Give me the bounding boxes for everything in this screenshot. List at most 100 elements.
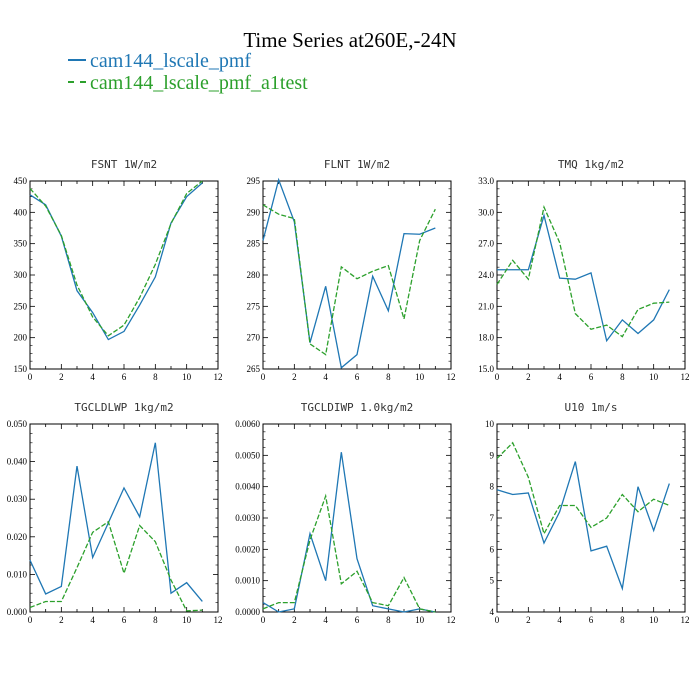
panel-2: FLNT 1W/m2 0 2 4 6 8 10 12 265 270 275 280 285 290 295 [247, 158, 456, 382]
y-tick-label: 27.0 [478, 239, 494, 249]
y-tick-label: 0.050 [7, 419, 28, 429]
x-tick-label: 12 [214, 615, 223, 625]
y-tick-label: 270 [247, 333, 261, 343]
y-tick-label: 280 [247, 270, 261, 280]
y-tick-label: 9 [490, 450, 495, 460]
legend-item-series-2: cam144_lscale_pmf_a1test [68, 72, 308, 94]
y-tick-label: 15.0 [478, 364, 494, 374]
legend-label-series-2: cam144_lscale_pmf_a1test [90, 72, 308, 94]
y-tick-label: 8 [490, 482, 495, 492]
y-tick-label: 400 [14, 207, 28, 217]
x-tick-label: 4 [557, 372, 562, 382]
series-line-2 [262, 493, 436, 613]
y-tick-label: 450 [14, 176, 28, 186]
x-tick-label: 6 [122, 615, 127, 625]
x-tick-label: 8 [620, 372, 625, 382]
legend-swatch-series-2 [68, 81, 86, 83]
x-tick-label: 2 [59, 372, 64, 382]
series-line-1 [496, 461, 670, 592]
panel-title: TGCLDIWP 1.0kg/m2 [301, 401, 414, 414]
x-tick-label: 12 [447, 372, 456, 382]
y-tick-label: 275 [247, 301, 261, 311]
y-tick-label: 0.0010 [235, 576, 260, 586]
x-tick-label: 0 [261, 372, 266, 382]
x-tick-label: 10 [182, 372, 192, 382]
legend-item-series-1: cam144_lscale_pmf [68, 50, 308, 72]
legend: cam144_lscale_pmf cam144_lscale_pmf_a1te… [68, 50, 308, 94]
y-tick-label: 10 [485, 419, 495, 429]
x-tick-label: 2 [526, 372, 531, 382]
y-tick-label: 0.030 [7, 494, 28, 504]
y-tick-label: 6 [490, 544, 495, 554]
x-tick-label: 12 [681, 372, 690, 382]
series-line-1 [262, 177, 436, 369]
panel-3: TMQ 1kg/m2 0 2 4 6 8 10 12 15.0 18.0 21.0 24.0 27.0 3… [478, 158, 689, 382]
x-tick-label: 2 [526, 615, 531, 625]
x-tick-label: 4 [323, 372, 328, 382]
y-tick-label: 0.0050 [235, 450, 260, 460]
panel-title: FSNT 1W/m2 [91, 158, 157, 171]
x-tick-label: 0 [495, 372, 500, 382]
y-tick-label: 21.0 [478, 301, 494, 311]
x-tick-label: 0 [495, 615, 500, 625]
y-tick-label: 285 [247, 239, 261, 249]
y-tick-label: 30.0 [478, 207, 494, 217]
series-line-2 [262, 204, 436, 356]
series-line-1 [29, 182, 203, 341]
panel-title: TGCLDLWP 1kg/m2 [74, 401, 173, 414]
x-tick-label: 12 [447, 615, 456, 625]
y-tick-label: 250 [14, 301, 28, 311]
x-tick-label: 10 [649, 372, 659, 382]
x-tick-label: 10 [649, 615, 659, 625]
x-tick-label: 0 [261, 615, 266, 625]
series-line-2 [29, 180, 203, 337]
y-tick-label: 200 [14, 333, 28, 343]
y-tick-label: 7 [490, 513, 495, 523]
x-tick-label: 10 [182, 615, 192, 625]
x-tick-label: 0 [28, 615, 33, 625]
series-line-2 [496, 205, 670, 338]
x-tick-label: 8 [153, 372, 158, 382]
series-line-2 [496, 441, 670, 536]
x-tick-label: 2 [292, 372, 297, 382]
x-tick-label: 8 [153, 615, 158, 625]
x-tick-label: 6 [355, 372, 360, 382]
figure-title: Time Series at260E,-24N [243, 28, 457, 52]
y-tick-label: 0.020 [7, 532, 28, 542]
plot-frame [29, 180, 219, 370]
x-tick-label: 6 [589, 372, 594, 382]
y-tick-label: 0.0030 [235, 513, 260, 523]
panel-1: FSNT 1W/m2 0 2 4 6 8 10 12 150 200 250 300 350 400 450 [14, 158, 223, 382]
x-tick-label: 4 [557, 615, 562, 625]
plot-frame [262, 180, 452, 370]
panel-title: FLNT 1W/m2 [324, 158, 390, 171]
y-tick-label: 0.040 [7, 457, 28, 467]
legend-label-series-1: cam144_lscale_pmf [90, 50, 252, 72]
plot-frame [496, 423, 686, 613]
x-tick-label: 12 [214, 372, 223, 382]
y-tick-label: 0.000 [7, 607, 28, 617]
panel-4: TGCLDLWP 1kg/m2 0 2 4 6 8 10 12 0.000 0.010 0.020 0… [7, 401, 223, 625]
y-tick-label: 0.0040 [235, 482, 260, 492]
plot-frame [29, 423, 219, 613]
y-tick-label: 290 [247, 207, 261, 217]
x-tick-label: 4 [323, 615, 328, 625]
y-tick-label: 0.010 [7, 569, 28, 579]
y-tick-label: 33.0 [478, 176, 494, 186]
x-tick-label: 8 [386, 615, 391, 625]
panel-title: TMQ 1kg/m2 [558, 158, 624, 171]
series-line-1 [497, 212, 670, 343]
y-tick-label: 265 [247, 364, 261, 374]
y-tick-label: 300 [14, 270, 28, 280]
y-tick-label: 350 [14, 239, 28, 249]
x-tick-label: 8 [620, 615, 625, 625]
panel-title: U10 1m/s [565, 401, 618, 414]
y-tick-label: 18.0 [478, 333, 494, 343]
y-tick-label: 295 [247, 176, 261, 186]
series-line-2 [29, 520, 203, 612]
x-tick-label: 6 [589, 615, 594, 625]
y-tick-label: 0.0000 [235, 607, 260, 617]
y-tick-label: 24.0 [478, 270, 494, 280]
x-tick-label: 4 [90, 372, 95, 382]
